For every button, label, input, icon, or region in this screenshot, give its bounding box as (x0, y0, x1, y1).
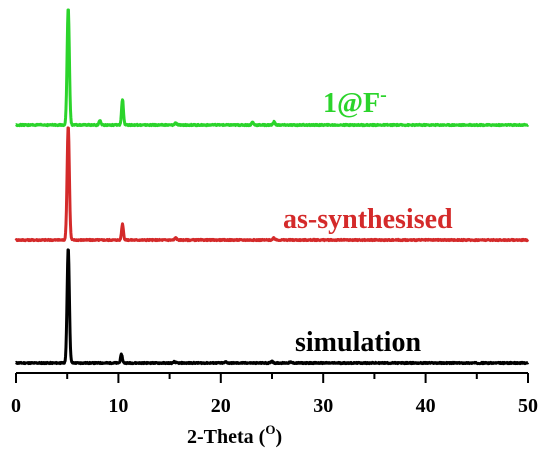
x-axis-title: 2-Theta (O) (187, 422, 282, 448)
x-axis-ticks: 0 10 20 30 40 50 (11, 373, 538, 417)
series-labels: 1@F- as-synthesised simulation (283, 84, 453, 358)
series-label-simulation: simulation (295, 327, 421, 358)
x-tick-label-40: 40 (416, 395, 436, 417)
series-layer (14, 8, 530, 366)
series-label-1-at-f-superscript: - (380, 84, 387, 106)
x-axis-title-superscript: O (265, 422, 275, 437)
x-tick-label-20: 20 (211, 395, 231, 417)
x-tick-label-50: 50 (518, 395, 538, 417)
x-axis-title-close: ) (275, 426, 282, 448)
series-line-simulation (14, 248, 530, 366)
series-label-1-at-f: 1@F- (323, 84, 387, 119)
series-label-1-at-f-text: 1@F (323, 88, 380, 119)
series-line-as-synthesised (14, 126, 530, 243)
x-tick-label-30: 30 (313, 395, 333, 417)
series-line-1-f (14, 8, 530, 128)
x-axis-title-text: 2-Theta ( (187, 426, 266, 448)
x-tick-label-0: 0 (11, 395, 21, 417)
series-label-as-synthesised: as-synthesised (283, 204, 453, 235)
x-tick-label-10: 10 (108, 395, 128, 417)
